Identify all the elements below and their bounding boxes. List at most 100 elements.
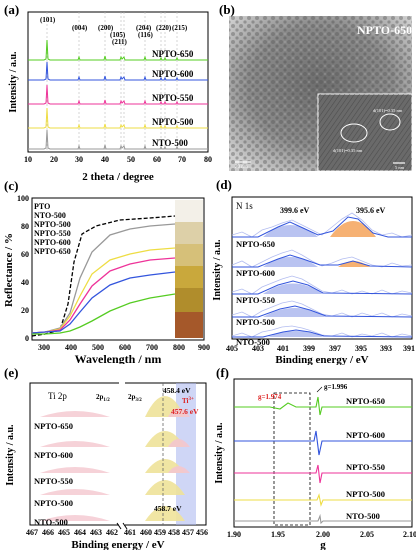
ti2p-title: Ti 2p <box>48 391 67 401</box>
tem-image: NPTO-650 d(101)=0.35 nm d(101)=0.35 nm 5… <box>229 16 413 172</box>
epr-label-npto-550: NPTO-550 <box>346 462 385 472</box>
ti2p-peak1: 458.4 eV <box>163 386 191 395</box>
svg-text:1.95: 1.95 <box>271 530 285 539</box>
peak-116: (116) <box>138 31 153 39</box>
refl-npto-500 <box>31 247 176 334</box>
n1s-fills <box>263 221 376 337</box>
reflectance-chart: PTO NTO-500 NPTO-500 NPTO-550 NPTO-600 N… <box>3 194 210 366</box>
panel-label-a: (a) <box>4 2 20 17</box>
svg-text:463: 463 <box>90 528 102 537</box>
peak-220: (220) <box>156 24 172 32</box>
svg-text:300: 300 <box>38 343 50 352</box>
svg-text:500: 500 <box>92 343 104 352</box>
svg-text:600: 600 <box>119 343 131 352</box>
refl-yticks: 0 20 40 60 80 100 <box>17 194 29 343</box>
svg-text:457: 457 <box>182 528 194 537</box>
epr-trace-npto-500 <box>234 493 412 507</box>
svg-text:400: 400 <box>65 343 77 352</box>
svg-text:456: 456 <box>196 528 208 537</box>
refl-xticks: 300 400 500 600 700 800 900 <box>38 343 210 352</box>
svg-text:700: 700 <box>146 343 158 352</box>
svg-text:NPTO-650: NPTO-650 <box>34 247 71 256</box>
svg-text:80: 80 <box>21 222 29 231</box>
xrd-label-npto-500: NPTO-500 <box>152 117 194 127</box>
xrd-label-npto-650: NPTO-650 <box>152 49 194 59</box>
panel-f-epr: (f) g=1.974 g=1.996 NPTO-650 NPTO-600 NP… <box>210 365 416 551</box>
hrtem-annotation-2: d(101)=0.35 nm <box>373 108 403 113</box>
svg-text:NPTO-550: NPTO-550 <box>34 229 71 238</box>
ti2p-ylabel: Intensity / a.u. <box>5 424 16 486</box>
ti2p-ti3: Ti3+ <box>182 397 194 405</box>
svg-text:403: 403 <box>252 344 264 353</box>
svg-text:40: 40 <box>21 278 29 287</box>
ti3-region <box>176 383 196 525</box>
svg-text:40: 40 <box>101 155 109 164</box>
svg-text:2.00: 2.00 <box>316 530 330 539</box>
tem-scale-text: 20 nm <box>235 165 248 170</box>
xrd-xlabel: 2 theta / degree <box>82 171 154 183</box>
svg-text:60: 60 <box>153 155 161 164</box>
svg-text:800: 800 <box>173 343 185 352</box>
panel-b-tem: (b) NPTO-650 d(101)=0.35 nm d(101)= <box>215 0 416 175</box>
ti2p-label-npto-500: NPTO-500 <box>34 498 73 508</box>
peak-204: (204) <box>136 24 152 32</box>
refl-npto-650 <box>32 293 176 335</box>
refl-legend: PTO NTO-500 NPTO-500 NPTO-550 NPTO-600 N… <box>34 202 71 256</box>
peak-105: (105) <box>110 31 126 39</box>
panel-c-reflectance: (c) PTO NTO-500 NPTO-500 NPTO-550 NPTO-6… <box>0 178 210 366</box>
xrd-guides <box>46 12 178 152</box>
ti2p-label-npto-600: NPTO-600 <box>34 450 73 460</box>
xrd-label-npto-550: NPTO-550 <box>152 93 194 103</box>
n1s-title: N 1s <box>236 201 253 211</box>
epr-trace-nto-500 <box>234 513 412 525</box>
ti2p-label-nto-500: NTO-500 <box>34 517 68 527</box>
svg-text:0: 0 <box>25 334 29 343</box>
epr-trace-npto-650 <box>234 396 412 416</box>
ti2p-label-npto-650: NPTO-650 <box>34 421 73 431</box>
n1s-ylabel: Intensity / a.u. <box>212 239 223 301</box>
svg-text:1.90: 1.90 <box>227 530 241 539</box>
peak-101: (101) <box>40 16 56 24</box>
epr-trace-npto-600 <box>234 430 412 456</box>
svg-text:401: 401 <box>277 344 289 353</box>
epr-label-npto-600: NPTO-600 <box>346 430 385 440</box>
panel-a-xrd: (a) (101) (004) (200) (105) (211) (204) … <box>0 0 215 190</box>
n1s-xticks: 405 403 401 399 397 395 393 391 <box>226 344 415 353</box>
svg-text:461: 461 <box>124 528 136 537</box>
n1s-peak1: 399.6 eV <box>280 206 310 215</box>
ti2p-peak3: 458.7 eV <box>154 504 182 513</box>
ti2p-peak2: 457.6 eV <box>171 407 199 416</box>
ti2p-p32: 2p3/2 <box>128 393 142 403</box>
xrd-chart: (101) (004) (200) (105) (211) (204) (116… <box>8 11 212 183</box>
epr-chart: g=1.974 g=1.996 NPTO-650 NPTO-600 NPTO-5… <box>214 378 416 551</box>
panel-label-e: (e) <box>4 365 19 380</box>
svg-text:391: 391 <box>403 344 415 353</box>
xrd-label-npto-600: NPTO-600 <box>152 69 194 79</box>
xrd-frame <box>27 11 209 153</box>
tem-title: NPTO-650 <box>357 23 412 37</box>
panel-d-n1s: (d) N 1s 399.6 eV 395.6 eV <box>208 175 416 366</box>
panel-label-b: (b) <box>219 2 235 17</box>
n1s-chart: N 1s 399.6 eV 395.6 eV NPTO <box>212 196 415 366</box>
hrtem-circle-2 <box>379 113 401 131</box>
svg-text:467: 467 <box>26 528 38 537</box>
xrd-trace-nto-500 <box>28 129 208 150</box>
xrd-ylabel: Intensity / a.u. <box>8 51 19 113</box>
svg-text:NTO-500: NTO-500 <box>34 211 66 220</box>
refl-xlabel: Wavelength / nm <box>75 352 162 364</box>
svg-text:465: 465 <box>58 528 70 537</box>
n1s-label-npto-500: NPTO-500 <box>236 317 275 327</box>
ti2p-p12: 2p1/2 <box>96 393 110 403</box>
hrtem-scale-text: 5 nm <box>395 165 405 170</box>
xrd-peak-labels: (101) (004) (200) (105) (211) (204) (116… <box>40 16 188 46</box>
hrtem-circle-1 <box>340 123 368 143</box>
svg-text:70: 70 <box>178 155 186 164</box>
refl-npto-550 <box>31 257 176 334</box>
epr-label-nto-500: NTO-500 <box>346 511 380 521</box>
xrd-trace-npto-600 <box>28 61 208 81</box>
ti2p-label-npto-550: NPTO-550 <box>34 476 73 486</box>
svg-text:397: 397 <box>329 344 341 353</box>
ti2p-chart: Ti 2p 2p1/2 2p3/2 458.4 eV Ti3+ 457.6 eV… <box>5 379 208 551</box>
xrd-trace-npto-500 <box>28 107 208 129</box>
svg-text:393: 393 <box>380 344 392 353</box>
